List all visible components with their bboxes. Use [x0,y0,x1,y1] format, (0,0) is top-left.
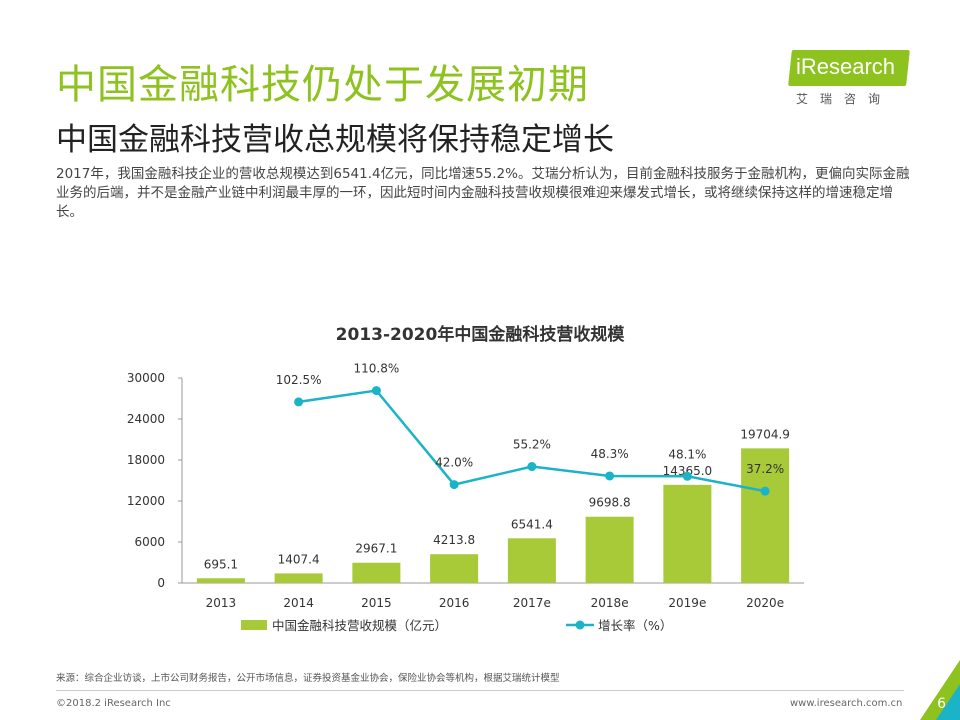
bar-value-label: 695.1 [204,557,238,571]
growth-rate-label: 37.2% [746,462,784,476]
logo-subtext: 艾瑞咨询 [796,92,893,106]
x-tick-label: 2017e [513,596,551,610]
bar-value-label: 19704.9 [740,427,790,441]
page-title: 中国金融科技仍处于发展初期 [56,62,589,108]
legend-bar-label: 中国金融科技营收规模（亿元） [272,618,447,633]
x-tick-label: 2013 [206,596,237,610]
x-tick-label: 2020e [746,596,784,610]
x-tick-label: 2016 [439,596,470,610]
growth-rate-point [449,480,459,490]
footer-divider [56,690,904,691]
y-tick-label: 12000 [127,494,165,508]
y-tick-label: 18000 [127,453,165,467]
chart-title: 2013-2020年中国金融科技营收规模 [335,325,625,345]
intro-paragraph: 2017年，我国金融科技企业的营收总规模达到6541.4亿元，同比增速55.2%… [56,166,910,220]
copyright-text: ©2018.2 iResearch Inc [56,698,171,709]
bar [274,573,323,583]
y-tick-label: 0 [157,576,165,590]
growth-rate-point [682,471,692,481]
y-tick-label: 30000 [127,371,165,385]
growth-rate-point [760,486,770,496]
bar-value-label: 14365.0 [663,464,713,478]
legend-line-label: 增长率（%） [598,618,672,633]
y-tick-label: 24000 [127,412,165,426]
page-subtitle: 中国金融科技营收总规模将保持稳定增长 [56,122,614,158]
growth-rate-label: 48.1% [668,447,706,461]
bar [507,538,556,583]
bar-value-label: 6541.4 [511,517,553,531]
x-tick-label: 2014 [283,596,314,610]
y-tick-label: 6000 [134,535,165,549]
bar [196,578,245,583]
revenue-chart: 0 6000 12000 18000 24000 30000 695.1 2013 1407.4… [127,362,804,633]
bar-value-label: 2967.1 [355,542,397,556]
growth-rate-label: 48.3% [591,447,629,461]
growth-rate-label: 110.8% [353,362,399,376]
growth-rate-label: 102.5% [276,373,322,387]
growth-rate-point [371,386,381,396]
x-tick-label: 2019e [668,596,706,610]
bar [663,484,712,583]
growth-rate-point [605,471,615,481]
logo-text: iResearch [796,54,896,79]
bar-value-label: 9698.8 [589,496,631,510]
growth-rate-point [527,462,537,472]
legend-bar-swatch [241,620,267,630]
bar [741,448,790,583]
bar [430,554,479,583]
corner-accent [936,684,960,720]
growth-rate-label: 55.2% [513,438,551,452]
bar-value-label: 4213.8 [433,533,475,547]
x-tick-label: 2015 [361,596,392,610]
growth-rate-label: 42.0% [435,456,473,470]
growth-rate-point [294,397,304,407]
source-note: 来源：综合企业访谈，上市公司财务报告，公开市场信息，证券投资基金业协会，保险业协… [56,673,560,684]
bar-value-label: 1407.4 [278,552,320,566]
legend-line-marker [575,620,585,630]
page-number: 6 [937,696,946,712]
x-tick-label: 2018e [591,596,629,610]
iresearch-logo: iResearch 艾瑞咨询 [788,50,914,110]
bar [352,562,401,583]
bar [585,516,634,583]
website-url: www.iresearch.com.cn [790,698,903,709]
